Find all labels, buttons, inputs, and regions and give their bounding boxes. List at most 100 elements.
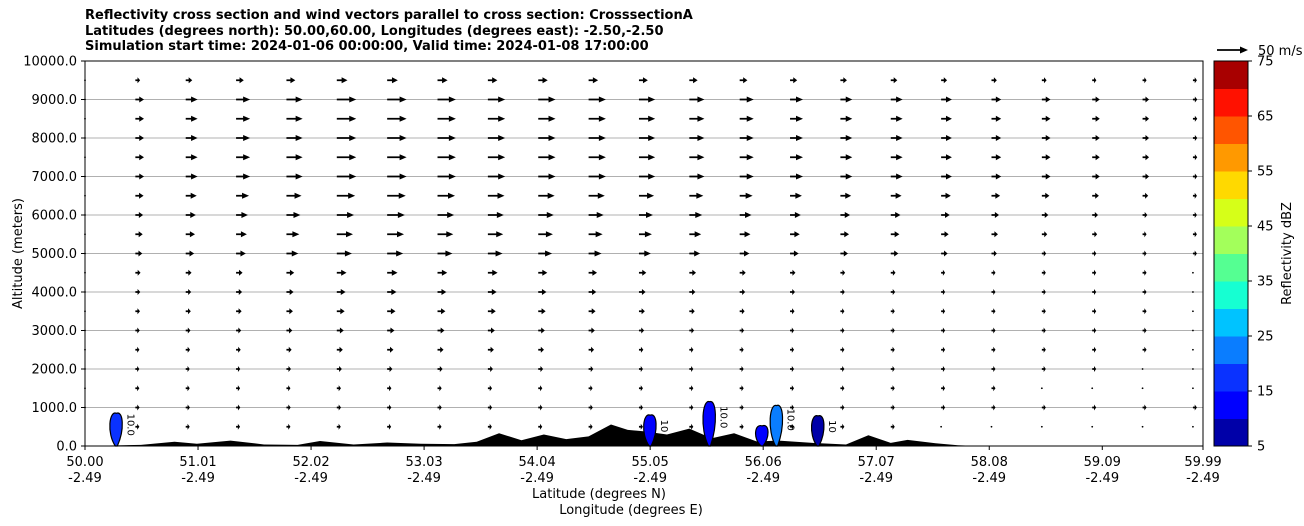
wind-vector (1142, 250, 1147, 257)
wind-vector (840, 346, 845, 353)
wind-vector (1192, 115, 1198, 122)
wind-vector (689, 115, 705, 122)
wind-vector (638, 346, 644, 353)
wind-vector (487, 346, 494, 353)
wind-vector (1041, 77, 1047, 84)
colorbar-tick-label-4: 45 (1257, 220, 1274, 235)
wind-vector (840, 289, 845, 295)
colorbar-segment-1 (1214, 391, 1248, 419)
wind-vector (991, 231, 998, 238)
wind-vector (689, 385, 694, 392)
wind-vector (437, 346, 444, 353)
colorbar-tick-label-6: 65 (1257, 110, 1274, 125)
wind-vector (538, 308, 546, 315)
wind-vector (236, 404, 241, 411)
wind-vector (185, 192, 197, 199)
x-tick-label-lat-9: 59.09 (1084, 455, 1121, 470)
contour-label-0: 10.0 (124, 414, 135, 436)
wind-vector (185, 115, 198, 122)
wind-vector (236, 327, 242, 334)
wind-vector (991, 212, 1000, 218)
wind-vector (991, 192, 1001, 199)
wind-vector (689, 289, 696, 295)
x-axis-label-longitude: Longitude (degrees E) (559, 503, 703, 518)
wind-vector (739, 192, 753, 199)
wind-vector (991, 173, 1002, 180)
wind-vector (991, 385, 996, 392)
wind-vector (286, 385, 291, 392)
y-tick-label-3: 3000.0 (32, 324, 78, 339)
wind-vector (1192, 154, 1198, 161)
wind-vector (185, 346, 191, 353)
wind-vector (1142, 77, 1147, 84)
wind-vector (286, 308, 293, 315)
wind-vector (1092, 250, 1097, 257)
wind-vector (840, 77, 847, 84)
wind-vector (1141, 387, 1144, 390)
wind-vector (1142, 327, 1147, 334)
wind-vector (941, 154, 952, 161)
wind-vector (185, 289, 192, 295)
wind-vector (236, 77, 244, 84)
wind-vector (1142, 346, 1147, 353)
wind-vector (890, 385, 895, 392)
wind-vector (739, 423, 744, 430)
x-tick-label-lon-7: -2.49 (859, 471, 893, 486)
wind-vector (588, 173, 606, 180)
wind-vector (1092, 135, 1100, 141)
wind-vector (286, 154, 303, 161)
wind-vector (588, 135, 606, 141)
wind-vector (689, 96, 705, 103)
wind-vector (790, 231, 800, 238)
wind-vector (437, 423, 442, 430)
wind-vector (739, 173, 754, 180)
wind-vector (437, 192, 456, 199)
wind-vector (336, 96, 357, 103)
wind-vector (790, 289, 795, 295)
x-tick-label-lat-5: 55.05 (632, 455, 669, 470)
wind-vector (1091, 387, 1094, 390)
wind-vector (991, 308, 996, 315)
colorbar-segment-4 (1214, 308, 1248, 337)
wind-vector (689, 212, 703, 218)
wind-vector (941, 77, 948, 84)
wind-vector (739, 250, 750, 257)
wind-vector (941, 250, 948, 257)
wind-vector (387, 327, 395, 334)
wind-vector (1092, 96, 1100, 103)
wind-vector (890, 346, 895, 353)
wind-vector (739, 289, 746, 295)
contour-label-5: 10 (826, 420, 837, 433)
wind-vector (941, 346, 946, 353)
colorbar-label: Reflectivity dBZ (1280, 202, 1295, 305)
wind-vector (1091, 425, 1094, 428)
wind-vector (1192, 348, 1194, 351)
colorbar-tick-label-1: 15 (1257, 385, 1274, 400)
wind-vector (387, 269, 398, 276)
x-tick-label-lon-6: -2.49 (746, 471, 780, 486)
wind-vector (236, 212, 248, 218)
wind-vector (336, 77, 348, 84)
wind-vector (1192, 425, 1194, 428)
wind-vector (689, 173, 705, 180)
wind-vector (588, 77, 599, 84)
wind-vector (588, 231, 603, 238)
reflectivity-cell-4 (769, 404, 784, 447)
wind-vector (840, 327, 845, 334)
contour-label-4: 10.0 (785, 409, 796, 431)
wind-vector (689, 423, 694, 430)
wind-vector (689, 231, 702, 238)
wind-vector (286, 115, 303, 122)
wind-vector (890, 308, 895, 315)
wind-vectors (84, 77, 1198, 430)
wind-vector (336, 366, 342, 372)
wind-vector (487, 404, 493, 411)
wind-vector (991, 250, 997, 257)
wind-vector (1041, 308, 1046, 315)
wind-vector (487, 269, 498, 276)
wind-vector (185, 327, 191, 334)
wind-vector (286, 192, 302, 199)
wind-vector (185, 212, 196, 218)
wind-vector (1192, 173, 1198, 180)
